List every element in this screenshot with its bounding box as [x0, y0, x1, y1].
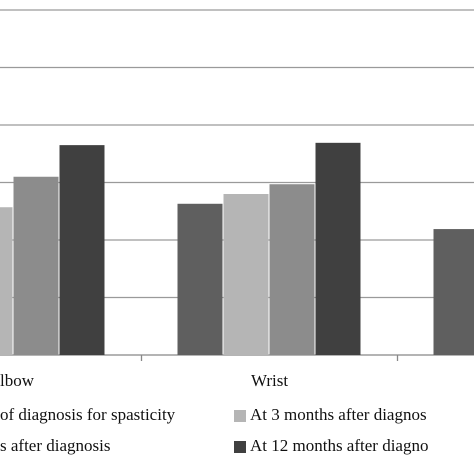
- bar: [177, 203, 223, 355]
- legend-marker: [234, 441, 246, 453]
- x-tick-label: lbow: [0, 371, 35, 390]
- legend-label: s after diagnosis: [0, 436, 110, 455]
- bar: [0, 207, 13, 355]
- bar: [223, 194, 269, 355]
- legend-label: At 12 months after diagno: [250, 436, 428, 455]
- legend-label: At 3 months after diagnos: [250, 405, 427, 424]
- x-tick-label: Wrist: [251, 371, 288, 390]
- bar: [59, 145, 105, 355]
- bar: [13, 176, 59, 355]
- legend-marker: [234, 410, 246, 422]
- legend-label: of diagnosis for spasticity: [0, 405, 176, 424]
- bar: [433, 229, 474, 355]
- bar: [269, 184, 315, 355]
- bar: [315, 142, 361, 355]
